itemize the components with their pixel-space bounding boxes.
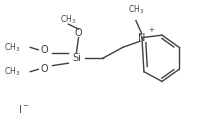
Text: CH$_3$: CH$_3$ [60, 13, 77, 26]
Text: Si: Si [72, 53, 81, 63]
Text: CH$_3$: CH$_3$ [4, 66, 20, 78]
Text: CH$_3$: CH$_3$ [4, 41, 20, 54]
Text: O: O [41, 64, 48, 74]
Text: +: + [148, 27, 154, 33]
Text: O: O [75, 28, 82, 38]
Text: I$^-$: I$^-$ [18, 103, 29, 115]
Text: O: O [41, 45, 48, 55]
Text: CH$_3$: CH$_3$ [128, 3, 144, 16]
Text: N: N [138, 33, 146, 43]
